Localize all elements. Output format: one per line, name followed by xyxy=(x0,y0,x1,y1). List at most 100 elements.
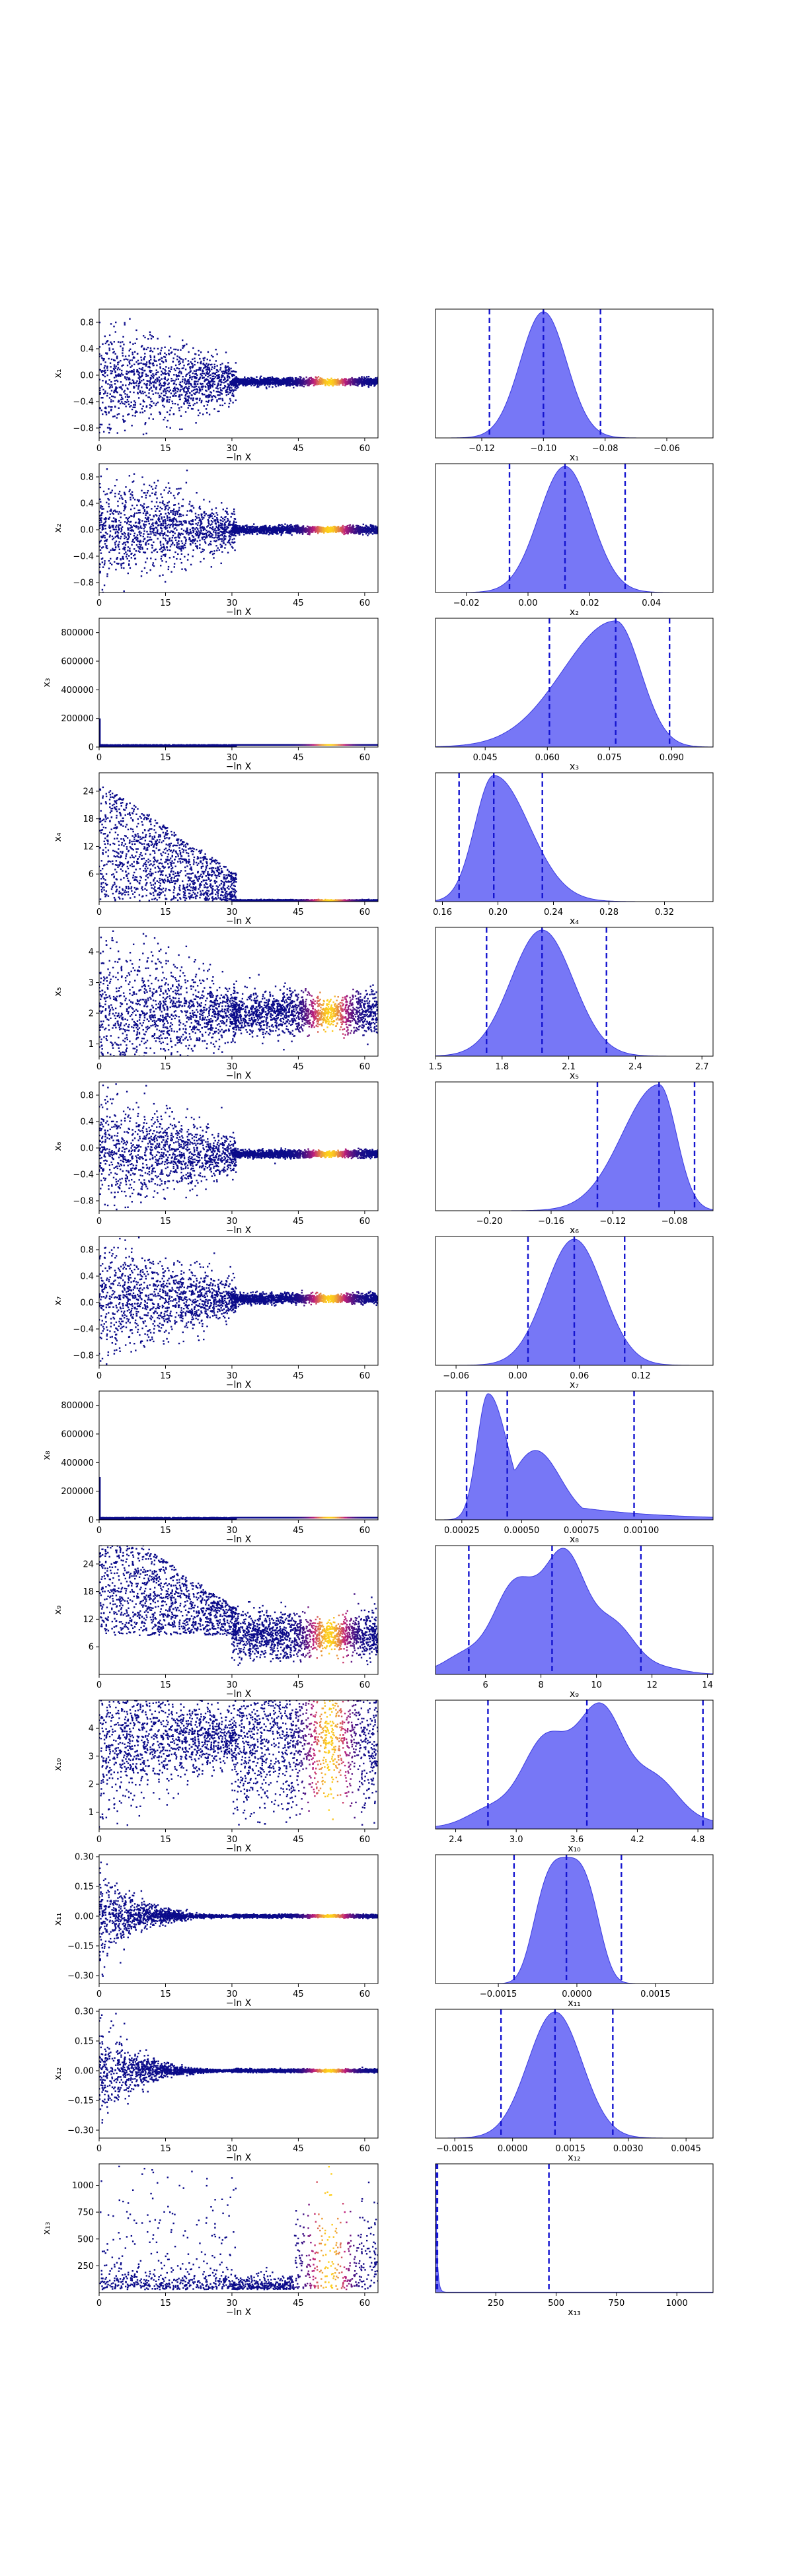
trace-point xyxy=(112,538,114,540)
trace-point xyxy=(221,404,224,407)
trace-point xyxy=(133,554,136,555)
trace-point xyxy=(233,395,235,398)
trace-tail-point xyxy=(354,379,356,381)
trace-xtick-label: 15 xyxy=(160,444,171,454)
trace-point xyxy=(123,532,126,534)
trace-tail-point xyxy=(292,378,294,380)
trace-point xyxy=(167,519,169,521)
trace-point xyxy=(174,524,177,526)
trace-point xyxy=(202,548,204,550)
trace-point xyxy=(120,381,122,383)
trace-point xyxy=(110,400,112,403)
trace-tail-point xyxy=(293,383,296,386)
trace-tail-point xyxy=(301,533,304,535)
trace-point xyxy=(170,544,172,546)
trace-point xyxy=(188,392,191,394)
trace-point xyxy=(211,553,214,555)
trace-point xyxy=(220,389,222,392)
trace-point xyxy=(169,413,171,415)
trace-point xyxy=(98,304,100,306)
trace-point xyxy=(139,533,141,535)
trace-point xyxy=(203,549,205,551)
trace-point xyxy=(108,505,110,508)
trace-tail-point xyxy=(287,378,290,380)
trace-point xyxy=(165,561,167,563)
trace-point xyxy=(223,542,225,544)
trace-tail-point xyxy=(295,383,298,386)
trace-point xyxy=(202,533,204,535)
trace-tail-point xyxy=(281,381,283,384)
trace-point xyxy=(167,511,169,514)
trace-point xyxy=(103,563,106,566)
trace-point xyxy=(192,397,194,399)
trace-point xyxy=(166,527,168,529)
trace-point xyxy=(135,410,137,412)
trace-tail-point xyxy=(231,382,233,384)
trace-point xyxy=(208,386,209,388)
trace-point xyxy=(156,551,159,553)
trace-tail-point xyxy=(278,380,281,382)
trace-point xyxy=(142,535,145,538)
trace-point xyxy=(147,375,149,377)
trace-point xyxy=(118,537,120,539)
trace-tail-point xyxy=(274,384,276,386)
trace-point xyxy=(188,385,190,388)
trace-point xyxy=(181,505,183,507)
trace-point xyxy=(152,393,155,395)
trace-point xyxy=(172,556,175,558)
trace-point xyxy=(220,380,222,382)
trace-tail-point xyxy=(288,382,290,384)
trace-point xyxy=(167,386,169,389)
trace-point xyxy=(109,534,111,536)
trace-tail-point xyxy=(303,380,305,383)
trace-tail-point xyxy=(361,385,363,387)
trace-point xyxy=(99,498,101,501)
trace-point xyxy=(189,523,192,525)
trace-point xyxy=(121,396,123,398)
trace-point xyxy=(211,368,213,371)
trace-tail-point xyxy=(329,382,331,384)
trace-point xyxy=(224,526,226,528)
trace-point xyxy=(167,540,169,543)
trace-tail-point xyxy=(346,383,348,385)
trace-point xyxy=(169,427,171,429)
trace-point xyxy=(179,523,182,526)
trace-point xyxy=(130,533,132,535)
trace-point xyxy=(182,347,184,349)
trace-point xyxy=(219,530,221,533)
trace-point xyxy=(104,392,106,394)
trace-point xyxy=(116,379,118,382)
trace-point xyxy=(226,366,228,368)
trace-point xyxy=(194,376,196,379)
trace-point xyxy=(192,399,194,402)
trace-tail-point xyxy=(342,528,344,530)
trace-point xyxy=(210,384,212,387)
trace-point xyxy=(196,517,198,519)
trace-point xyxy=(132,497,134,499)
trace-point xyxy=(153,347,155,349)
trace-point xyxy=(129,391,132,393)
trace-point xyxy=(122,533,124,536)
trace-point xyxy=(215,512,217,514)
trace-point xyxy=(155,404,157,406)
trace-point xyxy=(130,366,132,368)
trace-point xyxy=(228,522,230,525)
trace-point xyxy=(155,373,157,376)
trace-tail-point xyxy=(274,377,277,380)
trace-point xyxy=(218,410,220,413)
trace-point xyxy=(199,539,201,542)
trace-point xyxy=(185,569,187,571)
trace-point xyxy=(100,423,103,426)
trace-point xyxy=(211,526,214,528)
trace-point xyxy=(127,572,129,575)
trace-tail-point xyxy=(372,380,374,382)
trace-point xyxy=(135,521,137,524)
trace-point xyxy=(116,413,119,415)
trace-point xyxy=(177,511,179,513)
trace-point xyxy=(114,495,116,497)
trace-point xyxy=(144,543,147,545)
trace-point xyxy=(151,552,153,554)
trace-point xyxy=(142,363,144,365)
trace-point xyxy=(100,370,102,372)
trace-point xyxy=(124,401,126,403)
